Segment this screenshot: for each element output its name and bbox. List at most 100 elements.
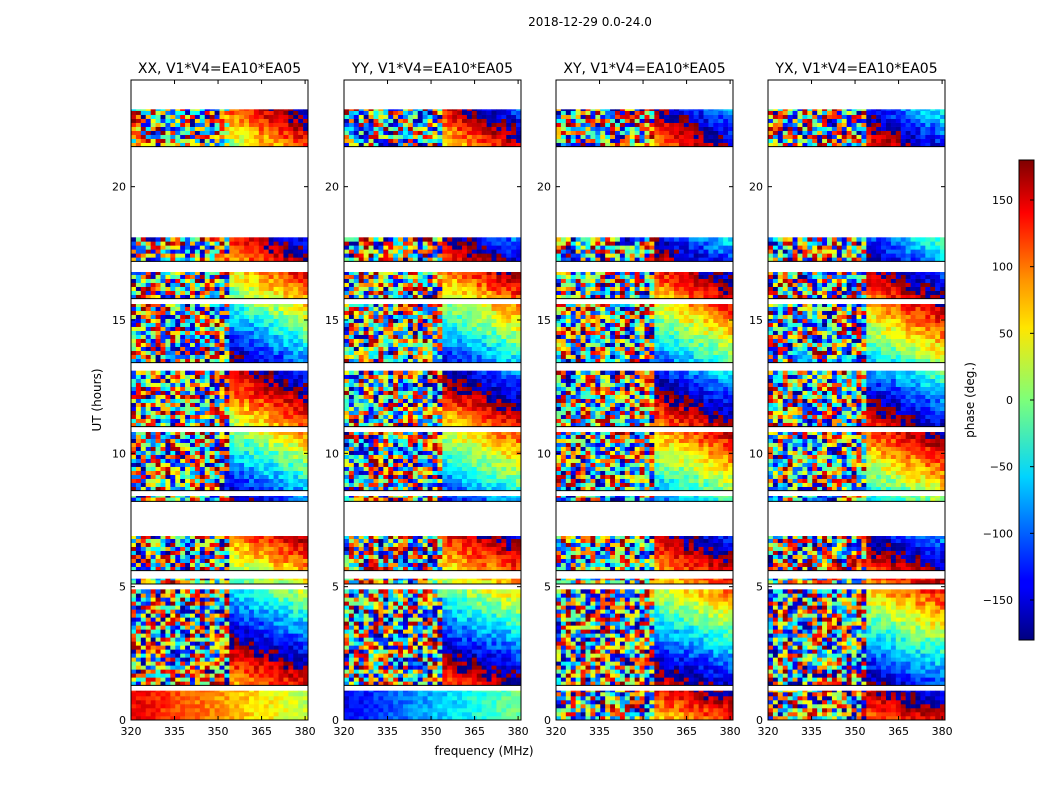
heatmap-cell (263, 621, 269, 626)
heatmap-cell (283, 382, 289, 387)
heatmap-cell (160, 580, 166, 585)
heatmap-cell (214, 418, 220, 423)
heatmap-cell (437, 637, 443, 642)
heatmap-cell (298, 593, 304, 598)
heatmap-cell (288, 562, 294, 567)
heatmap-cell (194, 677, 201, 682)
heatmap-cell (293, 350, 299, 355)
heatmap-cell (131, 716, 137, 721)
heatmap-cell (224, 122, 230, 127)
heatmap-cell (501, 629, 507, 634)
heatmap-cell (298, 474, 304, 479)
heatmap-cell (258, 550, 265, 555)
heatmap-cell (303, 418, 309, 423)
heatmap-cell (278, 237, 284, 242)
heatmap-cell (160, 142, 166, 147)
heatmap-cell (476, 704, 482, 709)
heatmap-cell (224, 669, 230, 674)
heatmap-cell (244, 589, 250, 594)
heatmap-cell (229, 318, 235, 323)
heatmap-cell (199, 118, 206, 123)
heatmap-cell (283, 593, 289, 598)
heatmap-cell (135, 633, 142, 638)
heatmap-cell (194, 358, 201, 363)
heatmap-cell (481, 653, 487, 658)
heatmap-cell (268, 454, 274, 459)
heatmap-cell (388, 637, 394, 642)
heatmap-cell (131, 589, 137, 594)
heatmap-cell (155, 402, 161, 407)
heatmap-cell (506, 637, 512, 642)
heatmap-cell (170, 550, 176, 555)
heatmap-cell (378, 637, 384, 642)
heatmap-cell (258, 566, 265, 571)
heatmap-cell (150, 637, 156, 642)
heatmap-cell (214, 589, 220, 594)
heatmap-cell (150, 641, 156, 646)
heatmap-cell (209, 237, 215, 242)
heatmap-cell (170, 374, 176, 379)
heatmap-cell (348, 677, 355, 682)
heatmap-cell (263, 346, 269, 351)
heatmap-cell (229, 342, 235, 347)
heatmap-cell (288, 446, 294, 451)
heatmap-cell (214, 126, 220, 131)
heatmap-cell (140, 605, 147, 610)
heatmap-cell (199, 700, 206, 705)
heatmap-cell (273, 346, 279, 351)
heatmap-cell (219, 700, 225, 705)
heatmap-cell (180, 497, 186, 502)
heatmap-cell (491, 617, 497, 622)
heatmap-cell (407, 645, 414, 650)
heatmap-cell (234, 318, 240, 323)
heatmap-cell (155, 708, 161, 713)
heatmap-cell (268, 681, 274, 686)
heatmap-cell (476, 716, 482, 721)
heatmap-cell (353, 677, 360, 682)
heatmap-cell (258, 282, 265, 287)
heatmap-cell (353, 653, 360, 658)
heatmap-cell (293, 382, 299, 387)
heatmap-cell (190, 249, 196, 254)
heatmap-cell (150, 613, 156, 618)
heatmap-cell (471, 700, 478, 705)
heatmap-cell (190, 681, 196, 686)
heatmap-cell (273, 334, 279, 339)
heatmap-cell (170, 422, 176, 427)
heatmap-cell (393, 653, 399, 658)
heatmap-cell (273, 114, 279, 119)
heatmap-cell (303, 306, 309, 311)
heatmap-cell (170, 434, 176, 439)
heatmap-cell (263, 609, 269, 614)
heatmap-cell (303, 398, 309, 403)
heatmap-cell (155, 322, 161, 327)
heatmap-cell (229, 546, 235, 551)
heatmap-cell (135, 109, 142, 111)
heatmap-cell (471, 696, 478, 701)
heatmap-cell (442, 712, 448, 717)
heatmap-cell (190, 605, 196, 610)
heatmap-cell (145, 641, 151, 646)
heatmap-cell (135, 249, 142, 254)
heatmap-cell (268, 673, 274, 678)
heatmap-cell (427, 712, 433, 717)
heatmap-cell (190, 314, 196, 319)
heatmap-cell (263, 370, 269, 375)
heatmap-cell (224, 681, 230, 686)
heatmap-cell (199, 593, 206, 598)
heatmap-cell (140, 708, 147, 713)
heatmap-cell (268, 304, 274, 307)
heatmap-cell (155, 597, 161, 602)
heatmap-cell (278, 286, 284, 291)
heatmap-cell (160, 130, 166, 135)
heatmap-cell (165, 134, 171, 139)
heatmap-cell (165, 410, 171, 415)
heatmap-cell (234, 414, 240, 419)
heatmap-cell (234, 562, 240, 567)
heatmap-cell (407, 690, 414, 693)
heatmap-cell (145, 330, 151, 335)
heatmap-cell (165, 253, 171, 258)
heatmap-cell (185, 536, 191, 539)
heatmap-cell (185, 708, 191, 713)
heatmap-cell (253, 294, 260, 299)
